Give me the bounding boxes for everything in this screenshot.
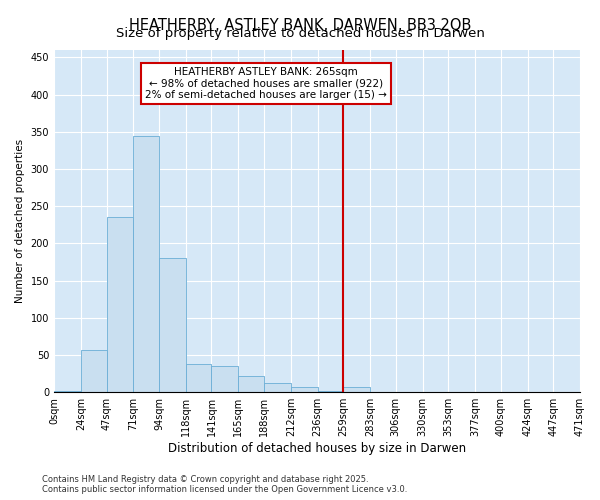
Bar (317, 390, 343, 392)
Bar (54, 390, 81, 392)
Y-axis label: Number of detached properties: Number of detached properties (15, 139, 25, 303)
Bar (133, 136, 159, 392)
Bar (291, 387, 317, 392)
Text: Size of property relative to detached houses in Darwen: Size of property relative to detached ho… (116, 28, 484, 40)
Bar (81, 350, 107, 392)
Bar (211, 366, 238, 392)
Text: Contains HM Land Registry data © Crown copyright and database right 2025.
Contai: Contains HM Land Registry data © Crown c… (42, 474, 407, 494)
Bar (107, 218, 133, 392)
Bar (343, 387, 370, 392)
Bar (186, 364, 211, 392)
Text: HEATHERBY ASTLEY BANK: 265sqm
← 98% of detached houses are smaller (922)
2% of s: HEATHERBY ASTLEY BANK: 265sqm ← 98% of d… (145, 67, 387, 100)
X-axis label: Distribution of detached houses by size in Darwen: Distribution of detached houses by size … (168, 442, 466, 455)
Bar (159, 258, 186, 392)
Bar (264, 382, 291, 392)
Text: HEATHERBY, ASTLEY BANK, DARWEN, BB3 2QB: HEATHERBY, ASTLEY BANK, DARWEN, BB3 2QB (129, 18, 471, 32)
Bar (238, 376, 264, 392)
